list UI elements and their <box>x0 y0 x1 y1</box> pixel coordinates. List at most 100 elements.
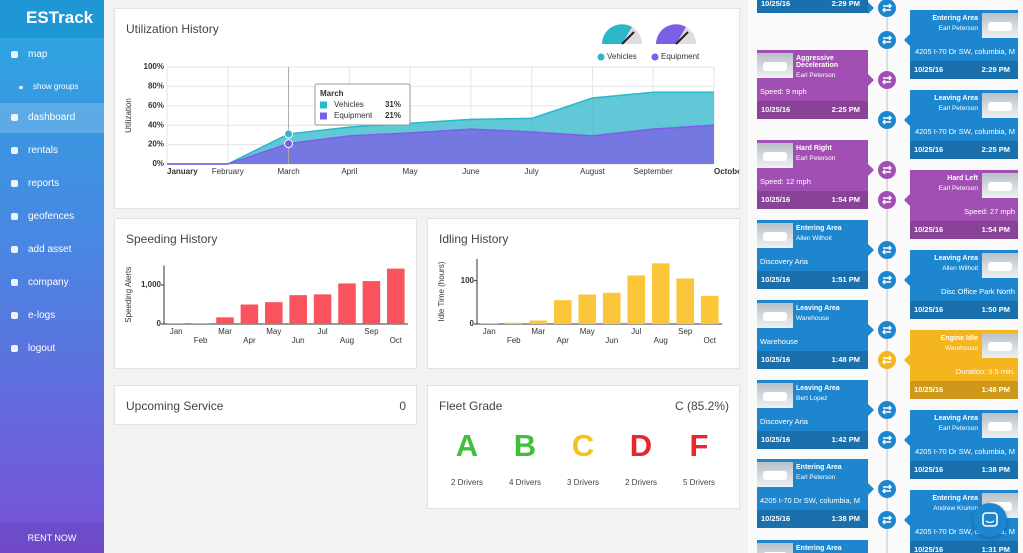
event-card[interactable]: Entering Area Earl Peterson 4205 I-70 Dr S… <box>757 459 868 528</box>
event-subtitle: Bert Lopez <box>796 395 828 402</box>
grade: D 2 Drivers <box>612 426 670 487</box>
event-card[interactable]: Entering Area Andrew Krumm 4205 I-70 Dr SW… <box>910 490 1018 553</box>
x-tick-label: April <box>341 167 357 176</box>
grade-letter: B <box>513 428 537 463</box>
event-card[interactable]: Leaving Area Earl Peterson 4205 I-70 Dr SW… <box>910 90 1018 159</box>
bar <box>529 320 548 324</box>
menu-label: dashboard <box>28 112 76 123</box>
chart-title: Utilization History <box>126 22 219 36</box>
event-timeline: Disc Office Park North 10/25/16 2:29 PM Agg… <box>748 0 1023 553</box>
menu-item[interactable]: geofences <box>0 202 104 232</box>
event-card[interactable]: Hard Left Earl Peterson Speed: 27 mph 10/25… <box>910 170 1018 239</box>
card-head: Entering Area Earl Peterson <box>757 459 868 493</box>
event-detail: 4205 I-70 Dr SW, columbia, M <box>760 496 861 505</box>
grade: B 4 Drivers <box>496 426 554 487</box>
event-date: 10/25/16 <box>914 305 944 314</box>
icon-arrows <box>882 195 892 205</box>
menu-icon <box>11 180 18 187</box>
legend-marker[interactable] <box>651 53 659 61</box>
upcoming-service-panel[interactable]: Upcoming Service 0 <box>114 385 417 425</box>
grade-drivers: 4 Drivers <box>508 478 541 487</box>
utilization-panel: Utilization History Utilization 0% 20% 40% 60… <box>114 8 745 209</box>
logo[interactable]: ESTrack <box>0 0 104 38</box>
event-detail: 4205 I-70 Dr SW, columbia, M <box>914 447 1015 456</box>
event-icon <box>878 191 896 209</box>
card-footer: 10/25/16 2:29 PM <box>910 61 1018 79</box>
menu-item[interactable]: dashboard <box>0 103 104 133</box>
chat-icon <box>982 512 998 527</box>
vehicle-image <box>982 253 1018 278</box>
x-tick-label: July <box>525 167 539 176</box>
event-subtitle: Allen Wilhoit <box>942 265 978 272</box>
x-tick-label: January <box>167 167 198 176</box>
icon-arrows <box>882 165 892 175</box>
event-card[interactable]: Entering Area Allen Wilhoit Discovery Aria… <box>757 220 868 289</box>
y-tick-label: 100 <box>461 276 475 285</box>
event-detail: Disc Office Park North <box>940 287 1015 296</box>
legend-label[interactable]: Equipment <box>661 52 700 61</box>
bar <box>480 323 499 324</box>
hover-point <box>284 129 294 139</box>
sidebar: ESTrack map show groups dashboard rentals re… <box>0 0 104 553</box>
menu-item[interactable]: map <box>0 40 104 70</box>
menu-icon <box>11 246 18 253</box>
event-date: 10/25/16 <box>914 225 944 234</box>
menu-item[interactable]: logout <box>0 334 104 364</box>
menu-icon <box>19 86 23 89</box>
event-card[interactable]: Entering Area <box>757 540 868 553</box>
grade-letter: F <box>689 428 709 463</box>
bar <box>191 323 210 324</box>
tooltip-series-name: Vehicles <box>334 100 364 109</box>
menu-item[interactable]: e-logs <box>0 301 104 331</box>
connector <box>904 354 910 366</box>
event-subtitle: Earl Peterson <box>796 155 836 162</box>
event-card[interactable]: Leaving Area Bert Lopez Discovery Aria 10/2… <box>757 380 868 449</box>
event-detail: 4205 I-70 Dr SW, columbia, M <box>914 527 1015 536</box>
icon-arrows <box>882 484 892 494</box>
menu-label: reports <box>28 178 60 189</box>
event-card[interactable]: Leaving Area Allen Wilhoit Disc Office Par… <box>910 250 1018 319</box>
event-subtitle: Warehouse <box>945 345 978 352</box>
rent-now-button[interactable]: RENT NOW <box>0 523 104 553</box>
bar <box>313 294 332 324</box>
connector <box>868 164 874 176</box>
card-footer: 10/25/16 1:38 PM <box>910 461 1018 479</box>
x-tick-label: August <box>580 167 606 176</box>
icon-arrows <box>882 115 892 125</box>
icon-glyph <box>882 325 892 335</box>
menu-item[interactable]: reports <box>0 169 104 199</box>
menu-icon <box>11 213 18 220</box>
icon-glyph <box>882 275 892 285</box>
event-card[interactable]: Entering Area Earl Peterson 4205 I-70 Dr S… <box>910 10 1018 79</box>
y-tick-label: 0 <box>470 319 475 328</box>
menu-item[interactable]: company <box>0 268 104 298</box>
event-card[interactable]: Leaving Area Earl Peterson 4205 I-70 Dr SW… <box>910 410 1018 479</box>
menu-label: e-logs <box>28 310 56 321</box>
menu-item[interactable]: rentals <box>0 136 104 166</box>
event-subtitle: Earl Peterson <box>938 25 978 32</box>
vehicle-image <box>982 13 1018 38</box>
y-tick-label: 20% <box>148 140 164 149</box>
event-card[interactable]: Engine Idle Warehouse Duration: 9.5 min. 10… <box>910 330 1018 399</box>
chat-button[interactable] <box>973 503 1007 537</box>
x-tick-label: Apr <box>243 336 256 345</box>
event-date: 10/25/16 <box>914 385 944 394</box>
y-tick-label: 60% <box>148 101 164 110</box>
event-card[interactable]: Leaving Area Warehouse Warehouse 10/25/16 1:… <box>757 300 868 369</box>
event-card[interactable]: Hard Right Earl Peterson Speed: 12 mph 10/2… <box>757 140 868 209</box>
menu-icon <box>11 312 18 319</box>
legend-marker[interactable] <box>597 53 605 61</box>
event-title: Leaving Area <box>796 305 840 312</box>
card-footer: 10/25/16 2:29 PM <box>757 0 868 13</box>
bar <box>265 302 283 324</box>
bar <box>216 317 234 324</box>
menu-item[interactable]: add asset <box>0 235 104 265</box>
grade: F 5 Drivers <box>670 426 728 487</box>
legend-label[interactable]: Vehicles <box>607 52 637 61</box>
x-tick-label: May <box>266 327 281 336</box>
event-card[interactable]: Aggressive Deceleration Earl Peterson Spee… <box>757 50 868 119</box>
menu-item[interactable]: show groups <box>0 72 104 102</box>
fleet-score: C (85.2%) <box>674 399 729 413</box>
card-footer: 10/25/16 2:25 PM <box>757 101 868 119</box>
